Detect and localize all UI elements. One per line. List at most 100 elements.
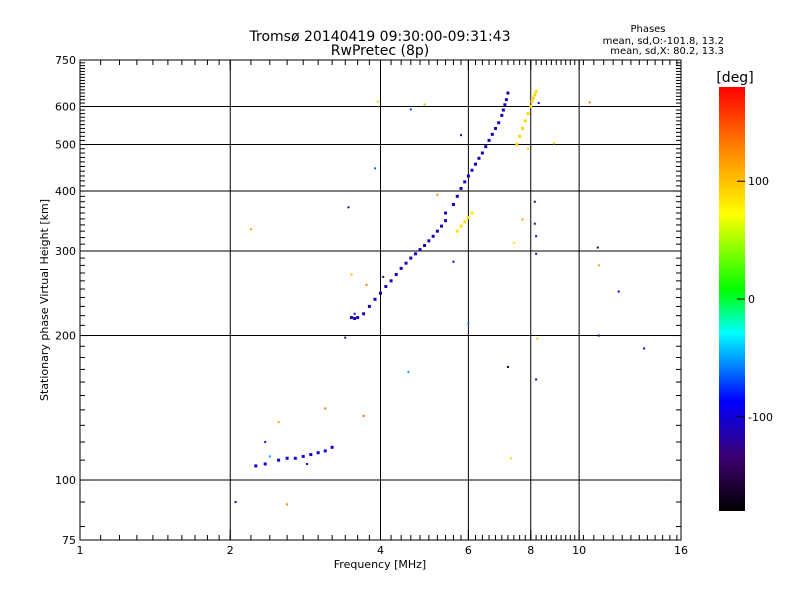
scatter-point: [536, 337, 539, 340]
data-points: [234, 89, 646, 506]
trace-point: [353, 317, 357, 321]
scatter-point: [596, 246, 599, 249]
trace-point: [518, 134, 522, 138]
colorbar-label: [deg]: [716, 70, 753, 86]
y-tick-label: 200: [55, 330, 76, 343]
scatter-point: [452, 260, 455, 263]
trace-point: [466, 174, 470, 178]
trace-point: [356, 316, 360, 320]
scatter-point: [407, 370, 410, 373]
trace-point: [459, 224, 463, 228]
trace-point: [459, 186, 463, 190]
y-tick-label: 400: [55, 185, 76, 198]
trace-point: [526, 112, 530, 116]
y-tick-label: 75: [62, 534, 76, 547]
scatter-point: [409, 108, 412, 111]
scatter-point: [347, 206, 350, 209]
trace-point: [451, 202, 455, 206]
scatter-point: [506, 365, 509, 368]
trace-point: [293, 456, 297, 460]
trace-point: [323, 449, 327, 453]
phases-title: Phases: [630, 24, 665, 35]
scatter-point: [512, 241, 515, 244]
colorbar-tick-label: -100: [748, 411, 773, 424]
scatter-point: [264, 441, 267, 444]
trace-point: [455, 194, 459, 198]
trace-point: [455, 229, 459, 233]
scatter-point: [597, 334, 600, 337]
phases-o-stats: mean, sd,O:-101.8, 13.2: [603, 36, 724, 47]
x-tick-label: 4: [377, 544, 384, 557]
trace-point: [506, 91, 510, 95]
grid-lines: [80, 60, 681, 540]
scatter-point: [537, 102, 540, 105]
scatter-point: [286, 503, 289, 506]
trace-point: [477, 156, 481, 160]
trace-point: [389, 279, 393, 283]
trace-point: [470, 211, 474, 215]
scatter-point: [324, 407, 327, 410]
trace-point: [362, 312, 366, 316]
scatter-point: [521, 218, 524, 221]
trace-point: [531, 96, 535, 100]
trace-point: [427, 239, 431, 243]
scatter-point: [277, 421, 280, 424]
colorbar: [deg] 100 0 -100: [716, 70, 773, 511]
scatter-point: [535, 235, 538, 238]
trace-point: [466, 216, 470, 220]
trace-point: [404, 261, 408, 265]
scatter-point: [588, 101, 591, 104]
tick-labels: 1 2 4 6 8 10 16 75 100 200 300 400 500 600 750: [55, 54, 688, 557]
y-tick-label: 300: [55, 245, 76, 258]
scatter-point: [597, 264, 600, 267]
scatter-point: [535, 378, 538, 381]
trace-point: [484, 145, 488, 149]
x-axis-label: Frequency [MHz]: [334, 558, 426, 571]
scatter-point: [617, 290, 620, 293]
trace-point: [330, 445, 334, 449]
x-tick-label: 2: [227, 544, 234, 557]
trace-point: [379, 291, 382, 295]
trace-point: [515, 143, 519, 147]
y-tick-label: 600: [55, 101, 76, 114]
scatter-point: [436, 193, 439, 196]
trace-point: [394, 273, 398, 277]
scatter-point: [376, 100, 379, 103]
trace-point: [523, 119, 527, 123]
trace-point: [530, 99, 534, 103]
trace-point: [367, 304, 371, 308]
trace-point: [463, 180, 467, 184]
trace-point: [444, 219, 448, 223]
colorbar-tick-label: 0: [748, 293, 755, 306]
trace-point: [473, 162, 477, 166]
trace-point: [422, 244, 426, 248]
trace-point: [444, 211, 448, 215]
scatter-point: [423, 103, 426, 106]
scatter-point: [249, 228, 252, 231]
scatter-point: [535, 252, 538, 255]
trace-point: [534, 89, 538, 93]
scatter-point: [362, 414, 365, 417]
colorbar-ticks: 100 0 -100: [737, 175, 773, 424]
trace-point: [503, 103, 507, 107]
scatter-point: [527, 147, 530, 150]
scatter-point: [552, 142, 555, 145]
trace-point: [480, 151, 484, 155]
scatter-point: [460, 134, 463, 137]
trace-point: [497, 121, 501, 125]
chart-subtitle: RwPretec (8p): [331, 43, 429, 59]
trace-point: [470, 168, 474, 172]
phases-x-stats: mean, sd,X: 80.2, 13.3: [610, 46, 724, 57]
trace-point: [316, 451, 320, 455]
trace-point: [285, 456, 289, 460]
scatter-point: [350, 273, 353, 276]
x-tick-label: 16: [674, 544, 688, 557]
chart-title: Tromsø 20140419 09:30:00-09:31:43: [249, 29, 511, 45]
trace-point: [529, 105, 533, 109]
trace-point: [373, 297, 377, 301]
trace-point: [487, 138, 491, 142]
x-tick-label: 8: [527, 544, 534, 557]
trace-point: [309, 453, 313, 457]
trace-point: [494, 126, 498, 130]
plot-area: 1 2 4 6 8 10 16 75 100 200 300 400 500 600 750: [55, 54, 688, 557]
